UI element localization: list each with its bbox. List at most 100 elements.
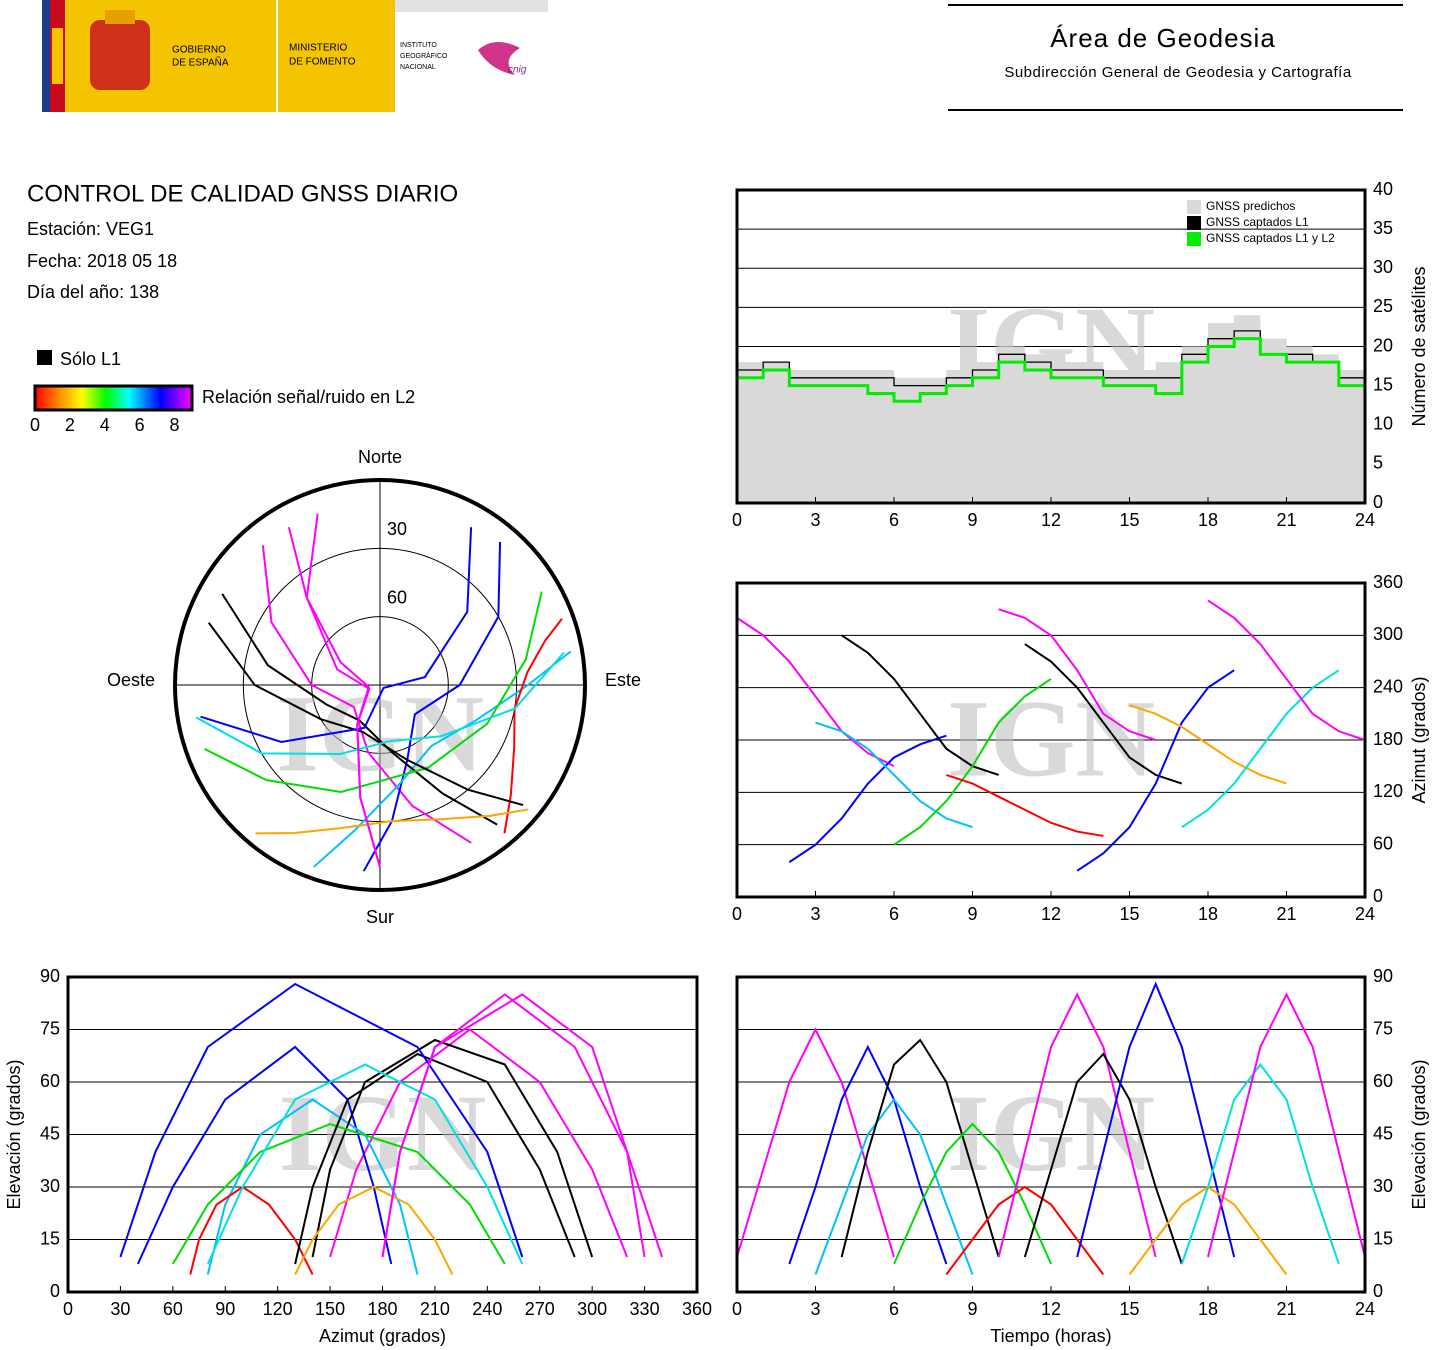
y-axis-label: Número de satélites: [1409, 266, 1429, 426]
legend-swatch: [1187, 216, 1201, 230]
track: [945, 1185, 1105, 1276]
report-title: CONTROL DE CALIDAD GNSS DIARIO: [27, 180, 458, 207]
institute-text: INSTITUTO: [400, 42, 437, 49]
x-tick-label: 18: [1198, 1299, 1218, 1319]
sky-track: [261, 545, 472, 844]
track: [788, 734, 947, 863]
track: [997, 992, 1157, 1258]
track: [840, 1038, 1000, 1258]
track: [206, 1063, 524, 1265]
y-tick-label: 5: [1373, 453, 1383, 473]
track: [998, 608, 1156, 741]
x-tick-label: 15: [1119, 1299, 1139, 1319]
x-tick-label: 300: [577, 1299, 607, 1319]
y-tick-label: 10: [1373, 414, 1393, 434]
x-tick-label: 30: [110, 1299, 130, 1319]
x-tick-label: 12: [1041, 1299, 1061, 1319]
polar-ring-label: 60: [387, 587, 407, 607]
track: [1024, 643, 1183, 785]
y-tick-label: 60: [1373, 1071, 1393, 1091]
y-tick-label: 90: [40, 966, 60, 986]
track: [815, 721, 973, 829]
x-tick-label: 12: [1041, 510, 1061, 530]
plot-frame: [66, 975, 699, 1294]
x-tick-label: 270: [525, 1299, 555, 1319]
ministry-text: MINISTERIO: [289, 43, 348, 54]
direction-label: Este: [605, 670, 641, 690]
legend-label: GNSS captados L1 y L2: [1206, 231, 1335, 245]
track: [1207, 992, 1366, 1258]
sky-track: [207, 622, 524, 807]
x-tick-label: 18: [1198, 904, 1218, 924]
cnig-text: cnig: [508, 65, 527, 76]
colorbar-label: Relación señal/ruido en L2: [202, 387, 415, 407]
area-title: Área de Geodesia: [1050, 23, 1276, 53]
x-tick-label: 360: [682, 1299, 712, 1319]
y-tick-label: 0: [50, 1281, 60, 1301]
track: [1207, 599, 1366, 741]
step-line: [737, 337, 1365, 403]
y-tick-label: 30: [1373, 257, 1393, 277]
y-tick-label: 0: [1373, 886, 1383, 906]
x-tick-label: 21: [1276, 510, 1296, 530]
y-tick-label: 30: [1373, 1176, 1393, 1196]
y-tick-label: 75: [40, 1018, 60, 1038]
x-tick-label: 240: [472, 1299, 502, 1319]
polar-ring-label: 30: [387, 519, 407, 539]
x-tick-label: 150: [315, 1299, 345, 1319]
l1-swatch: [37, 350, 52, 365]
legend-swatch: [1187, 232, 1201, 246]
x-tick-label: 9: [967, 1299, 977, 1319]
y-tick-label: 90: [1373, 966, 1393, 986]
sky-track: [255, 808, 529, 835]
x-tick-label: 24: [1355, 1299, 1375, 1319]
colorbar: [33, 384, 194, 412]
x-tick-label: 24: [1355, 510, 1375, 530]
y-tick-label: 75: [1373, 1018, 1393, 1038]
y-tick-label: 25: [1373, 296, 1393, 316]
track: [1129, 704, 1287, 785]
sky-track: [313, 650, 572, 868]
track: [736, 617, 895, 768]
ministry-text: DE FOMENTO: [289, 57, 356, 68]
y-axis-label: Elevación (grados): [4, 1059, 24, 1209]
track: [736, 1027, 895, 1258]
x-tick-label: 15: [1119, 904, 1139, 924]
y-tick-label: 240: [1373, 676, 1403, 696]
legend-label: GNSS captados L1: [1206, 215, 1309, 229]
track: [1180, 1062, 1340, 1265]
x-tick-label: 3: [810, 510, 820, 530]
x-tick-label: 0: [732, 1299, 742, 1319]
sky-track: [305, 513, 381, 868]
x-tick-label: 21: [1276, 904, 1296, 924]
institute-text: GEOGRÁFICO: [400, 51, 448, 60]
track: [1076, 981, 1236, 1258]
gov-text: GOBIERNO: [172, 45, 226, 56]
colorbar-tick-label: 0: [30, 415, 40, 435]
institute-text: NACIONAL: [400, 64, 436, 71]
x-tick-label: 330: [630, 1299, 660, 1319]
colorbar-tick-label: 2: [65, 415, 75, 435]
plot-frame: [735, 975, 1367, 1294]
sky-track: [204, 591, 543, 794]
y-tick-label: 45: [40, 1123, 60, 1143]
y-tick-label: 15: [1373, 374, 1393, 394]
x-tick-label: 18: [1198, 510, 1218, 530]
track: [294, 1185, 454, 1275]
polar-frame: [173, 478, 587, 892]
y-tick-label: 180: [1373, 729, 1403, 749]
x-axis-label: Tiempo (horas): [990, 1326, 1111, 1346]
colorbar-tick-label: 4: [100, 415, 110, 435]
direction-label: Sur: [366, 907, 394, 927]
track: [893, 678, 1052, 846]
y-tick-label: 60: [40, 1071, 60, 1091]
x-axis-label: Azimut (grados): [319, 1326, 446, 1346]
track: [329, 1028, 629, 1258]
track: [946, 773, 1104, 837]
date: Fecha: 2018 05 18: [27, 251, 177, 271]
y-tick-label: 120: [1373, 781, 1403, 801]
header-logo: [42, 0, 548, 112]
colorbar-tick-label: 6: [135, 415, 145, 435]
plot-frame: [735, 581, 1367, 899]
